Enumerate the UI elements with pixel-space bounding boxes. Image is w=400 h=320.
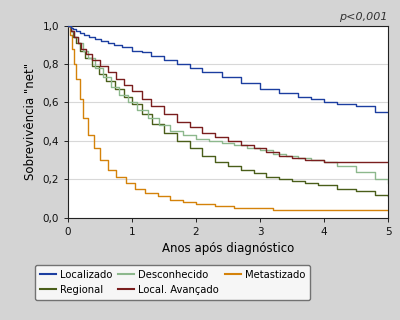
Text: p<0,001: p<0,001 <box>340 12 388 22</box>
X-axis label: Anos após diagnóstico: Anos após diagnóstico <box>162 242 294 255</box>
Legend: Localizado, Regional, Desconhecido, Local. Avançado, Metastizado: Localizado, Regional, Desconhecido, Loca… <box>35 265 310 300</box>
Y-axis label: Sobrevivência "net": Sobrevivência "net" <box>24 63 37 180</box>
